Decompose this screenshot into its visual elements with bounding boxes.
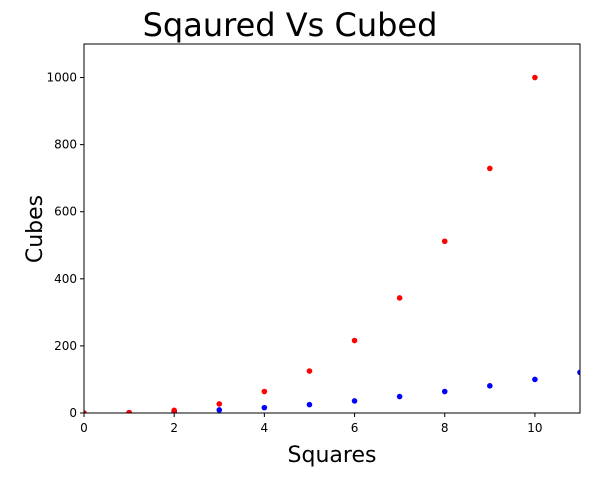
series-1-point [261, 404, 268, 411]
series-2-point [171, 407, 177, 413]
y-axis-label: Cubes [23, 195, 48, 263]
x-tick-label: 10 [527, 421, 542, 435]
y-tick-label: 0 [69, 406, 77, 420]
series-2-point [306, 368, 313, 374]
series-1-point [216, 407, 223, 413]
series-1-point [577, 369, 580, 376]
x-tick-label: 6 [351, 421, 359, 435]
x-axis-ticks: 0 2 4 6 8 10 [80, 413, 543, 435]
plot-frame [83, 43, 581, 414]
series-2-point [396, 295, 403, 301]
x-tick-label: 8 [441, 421, 449, 435]
y-tick-label: 200 [54, 339, 77, 353]
chart-title: Sqaured Vs Cubed [143, 6, 438, 44]
x-tick-label: 4 [261, 421, 269, 435]
series-2-point [126, 409, 132, 413]
series-2-point [261, 388, 268, 395]
x-axis-label: Squares [288, 443, 377, 468]
series-2-point [441, 238, 448, 245]
data-points [84, 74, 580, 413]
series-2-point [84, 410, 87, 413]
series-1-point [306, 401, 313, 408]
series-1-point [532, 376, 538, 383]
x-tick-label: 2 [170, 421, 178, 435]
series-1-point [396, 393, 403, 400]
y-tick-label: 400 [54, 272, 77, 286]
series-2-point [351, 337, 358, 344]
series-1-point [351, 398, 358, 404]
y-tick-label: 1000 [46, 71, 77, 85]
series-2-point [216, 401, 223, 407]
series-1-point [441, 388, 448, 395]
y-tick-label: 800 [54, 138, 77, 152]
series-1-point [487, 383, 493, 389]
y-axis-ticks: 0 200 400 600 800 1000 [46, 71, 84, 420]
y-tick-label: 600 [54, 205, 77, 219]
x-tick-label: 0 [80, 421, 88, 435]
series-2-point [487, 165, 493, 172]
series-2-point [532, 74, 538, 81]
